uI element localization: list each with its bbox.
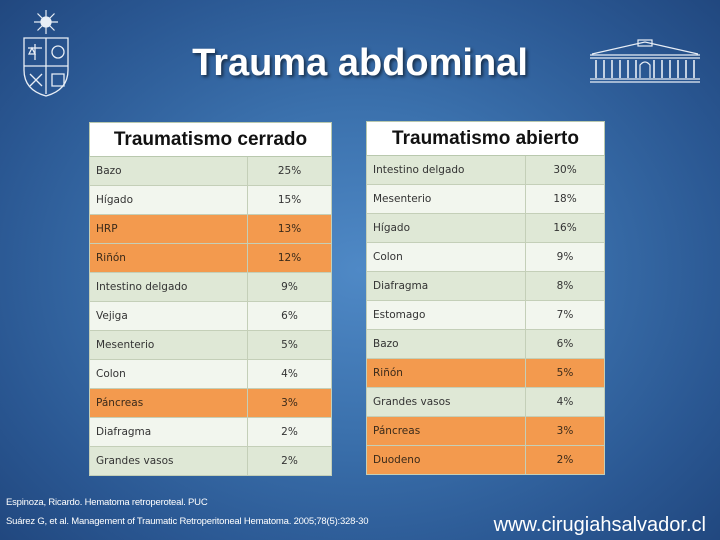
- percentage-cell: 9%: [525, 242, 605, 272]
- percentage-cell: 3%: [525, 416, 605, 446]
- percentage-cell: 12%: [247, 243, 332, 273]
- percentage-cell: 18%: [525, 184, 605, 214]
- table-row: Vejiga 6%: [89, 301, 332, 331]
- organ-cell: Páncreas: [366, 416, 526, 446]
- reference-1: Espinoza, Ricardo. Hematoma retroperotea…: [6, 497, 208, 508]
- percentage-cell: 25%: [247, 156, 332, 186]
- table-row: Bazo 25%: [89, 156, 332, 186]
- organ-cell: Páncreas: [89, 388, 248, 418]
- percentage-cell: 9%: [247, 272, 332, 302]
- percentage-cell: 30%: [525, 155, 605, 185]
- percentage-cell: 2%: [247, 417, 332, 447]
- organ-cell: Hígado: [366, 213, 526, 243]
- organ-cell: Hígado: [89, 185, 248, 215]
- table-row: Estomago 7%: [366, 300, 605, 330]
- organ-cell: Diafragma: [89, 417, 248, 447]
- table-row: HRP 13%: [89, 214, 332, 244]
- organ-cell: Bazo: [89, 156, 248, 186]
- building-facade-icon: [590, 39, 700, 83]
- university-crest-icon: [23, 10, 69, 97]
- organ-cell: Estomago: [366, 300, 526, 330]
- table-row: Páncreas 3%: [366, 416, 605, 446]
- table-row: Bazo 6%: [366, 329, 605, 359]
- table-row: Colon 4%: [89, 359, 332, 389]
- organ-cell: Riñón: [366, 358, 526, 388]
- table-header: Traumatismo cerrado: [89, 122, 332, 157]
- organ-cell: Grandes vasos: [366, 387, 526, 417]
- percentage-cell: 4%: [247, 359, 332, 389]
- table-row: Grandes vasos 4%: [366, 387, 605, 417]
- table-row: Hígado 16%: [366, 213, 605, 243]
- percentage-cell: 16%: [525, 213, 605, 243]
- organ-cell: Vejiga: [89, 301, 248, 331]
- percentage-cell: 13%: [247, 214, 332, 244]
- organ-cell: Mesenterio: [366, 184, 526, 214]
- organ-cell: HRP: [89, 214, 248, 244]
- organ-cell: Grandes vasos: [89, 446, 248, 476]
- organ-cell: Intestino delgado: [89, 272, 248, 302]
- table-row: Riñón 12%: [89, 243, 332, 273]
- percentage-cell: 2%: [247, 446, 332, 476]
- percentage-cell: 2%: [525, 445, 605, 475]
- percentage-cell: 5%: [525, 358, 605, 388]
- table-row: Diafragma 8%: [366, 271, 605, 301]
- closed-trauma-table: Traumatismo cerrado Bazo 25% Hígado 15% HRP 1…: [89, 122, 332, 476]
- percentage-cell: 8%: [525, 271, 605, 301]
- percentage-cell: 4%: [525, 387, 605, 417]
- reference-2: Suárez G, et al. Management of Traumatic…: [6, 516, 369, 527]
- table-row: Intestino delgado 9%: [89, 272, 332, 302]
- table-row: Diafragma 2%: [89, 417, 332, 447]
- organ-cell: Colon: [366, 242, 526, 272]
- table-row: Mesenterio 5%: [89, 330, 332, 360]
- percentage-cell: 5%: [247, 330, 332, 360]
- organ-cell: Colon: [89, 359, 248, 389]
- organ-cell: Mesenterio: [89, 330, 248, 360]
- website-url: www.cirugiahsalvador.cl: [493, 514, 706, 536]
- percentage-cell: 7%: [525, 300, 605, 330]
- table-row: Riñón 5%: [366, 358, 605, 388]
- organ-cell: Intestino delgado: [366, 155, 526, 185]
- organ-cell: Diafragma: [366, 271, 526, 301]
- percentage-cell: 3%: [247, 388, 332, 418]
- organ-cell: Duodeno: [366, 445, 526, 475]
- percentage-cell: 15%: [247, 185, 332, 215]
- table-row: Intestino delgado 30%: [366, 155, 605, 185]
- table-row: Colon 9%: [366, 242, 605, 272]
- open-trauma-table: Traumatismo abierto Intestino delgado 30%…: [366, 121, 605, 475]
- slide-title: Trauma abdominal: [192, 42, 528, 84]
- organ-cell: Bazo: [366, 329, 526, 359]
- table-header: Traumatismo abierto: [366, 121, 605, 156]
- table-row: Hígado 15%: [89, 185, 332, 215]
- table-row: Mesenterio 18%: [366, 184, 605, 214]
- percentage-cell: 6%: [247, 301, 332, 331]
- percentage-cell: 6%: [525, 329, 605, 359]
- table-row: Páncreas 3%: [89, 388, 332, 418]
- organ-cell: Riñón: [89, 243, 248, 273]
- table-row: Duodeno 2%: [366, 445, 605, 475]
- table-row: Grandes vasos 2%: [89, 446, 332, 476]
